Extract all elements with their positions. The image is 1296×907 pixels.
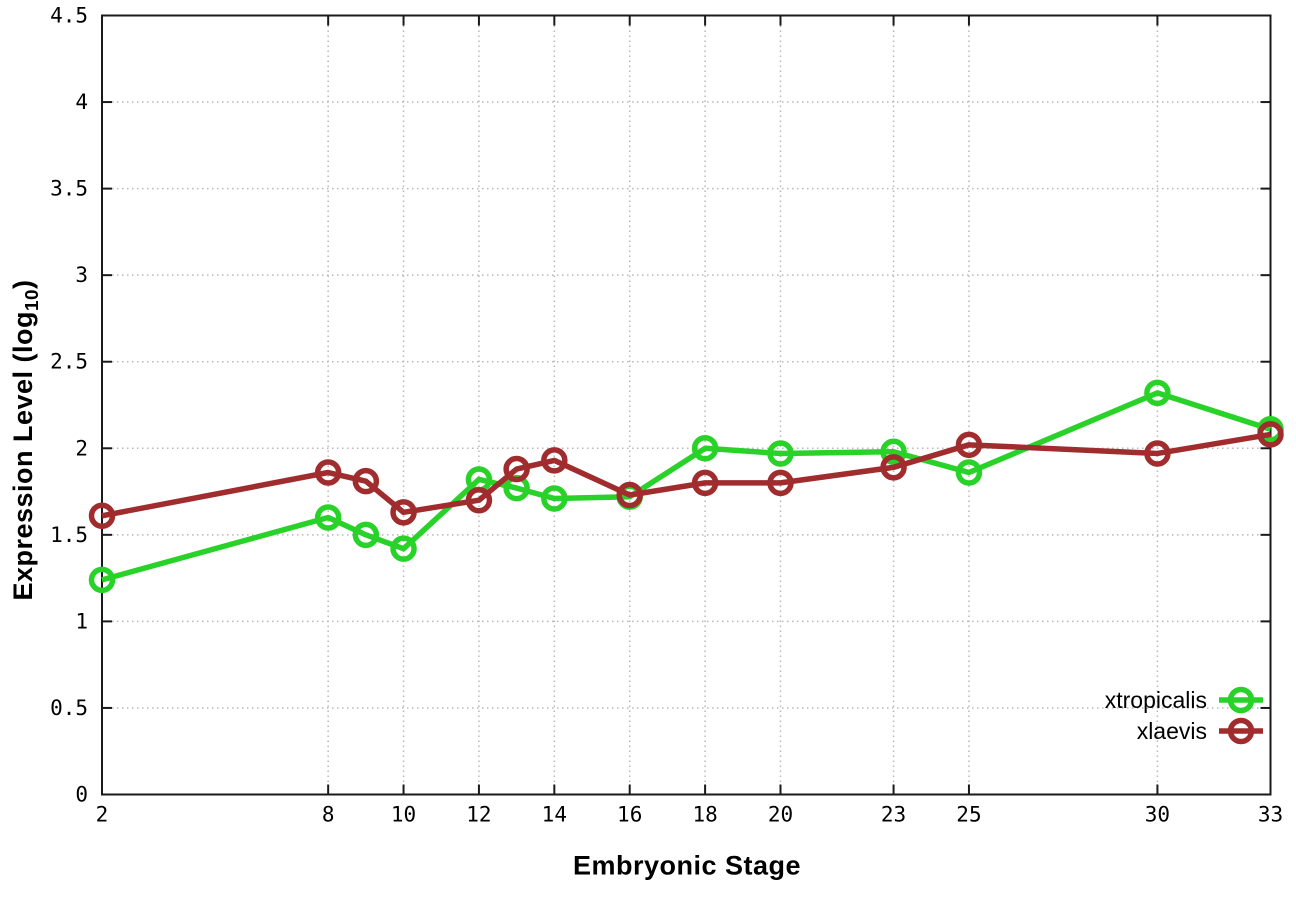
legend-label-xtropicalis: xtropicalis	[1105, 687, 1207, 713]
y-tick-label: 0.5	[50, 696, 88, 720]
data-point-xlaevis	[691, 469, 719, 497]
tick-labels: 2 8 10 12 14 16 18 20 23 25 30 33 0 0.5 1 1.5 2 2.5 3 3.5 4 4…	[50, 4, 1283, 827]
x-tick-label: 2	[96, 803, 109, 827]
data-point-xlaevis	[465, 486, 493, 514]
data-point-xlaevis	[352, 467, 380, 495]
x-tick-label: 30	[1145, 803, 1170, 827]
x-tick-label: 33	[1258, 803, 1283, 827]
data-point-xtropicalis	[541, 485, 568, 512]
x-tick-label: 23	[881, 803, 906, 827]
y-tick-label: 4.5	[50, 4, 88, 28]
data-point-xtropicalis	[88, 566, 116, 594]
x-tick-label: 16	[617, 803, 642, 827]
legend: xtropicalis xlaevis	[1105, 686, 1263, 745]
data-point-xtropicalis	[390, 535, 417, 562]
data-point-xtropicalis	[691, 435, 719, 462]
x-tick-label: 8	[322, 803, 335, 827]
data-point-xlaevis	[880, 454, 907, 481]
gridlines	[102, 15, 1271, 795]
data-point-xlaevis	[1144, 440, 1171, 467]
data-point-xtropicalis	[880, 438, 907, 465]
y-tick-label: 4	[75, 90, 88, 114]
plot-border	[101, 14, 1272, 796]
legend-label-xlaevis: xlaevis	[1137, 718, 1207, 744]
data-point-xlaevis	[767, 469, 794, 497]
x-axis-title: Embryonic Stage	[572, 850, 802, 881]
y-tick-label: 0	[75, 783, 88, 807]
data-point-xlaevis	[616, 481, 643, 509]
y-tick-label: 2.5	[50, 350, 88, 374]
y-tick-label: 3	[75, 263, 88, 287]
data-point-xtropicalis	[352, 521, 380, 549]
axis-ticks	[101, 14, 1272, 796]
data-point-xtropicalis	[767, 440, 794, 467]
legend-marker-xtropicalis	[1227, 686, 1255, 714]
x-tick-label: 18	[692, 803, 717, 827]
y-tick-label: 3.5	[50, 177, 88, 201]
x-tick-label: 25	[956, 803, 981, 827]
data-point-xlaevis	[314, 459, 342, 486]
data-point-xtropicalis	[1144, 379, 1171, 407]
x-tick-label: 14	[542, 803, 567, 827]
series-xlaevis	[88, 421, 1284, 530]
data-point-xlaevis	[88, 502, 116, 530]
y-tick-label: 2	[75, 436, 88, 460]
y-tick-label: 1.5	[50, 523, 88, 547]
x-tick-label: 12	[466, 803, 491, 827]
legend-marker-xlaevis	[1227, 717, 1255, 745]
data-point-xlaevis	[503, 455, 530, 483]
y-axis-title-close: )	[7, 279, 38, 289]
data-point-xlaevis	[541, 447, 568, 474]
y-axis-title: Expression Level (log10)	[8, 279, 44, 600]
data-point-xlaevis	[390, 499, 417, 526]
y-axis-title-text: Expression Level (log	[7, 310, 38, 601]
data-point-xtropicalis	[955, 459, 983, 486]
x-tick-label: 20	[768, 803, 793, 827]
data-point-xlaevis	[955, 431, 983, 459]
data-point-xlaevis	[1257, 421, 1284, 448]
data-point-xtropicalis	[314, 504, 342, 531]
y-axis-title-subscript: 10	[22, 288, 44, 311]
y-tick-label: 1	[75, 609, 88, 633]
series-line-xlaevis	[101, 431, 1271, 519]
x-tick-label: 10	[391, 803, 416, 827]
